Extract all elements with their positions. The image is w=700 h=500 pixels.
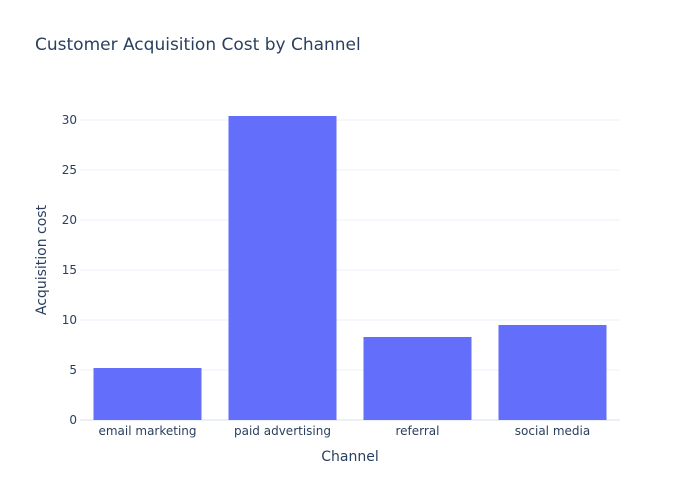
x-tick-label: referral [395, 424, 439, 438]
y-tick-label: 25 [62, 163, 77, 177]
bar-paid-advertising[interactable] [228, 116, 337, 420]
bar-referral[interactable] [363, 337, 472, 420]
y-tick-label: 5 [69, 363, 77, 377]
x-tick-label: social media [515, 424, 590, 438]
y-tick-label: 30 [62, 113, 77, 127]
x-axis-title: Channel [321, 449, 378, 465]
y-tick-label: 20 [62, 213, 77, 227]
bar-social-media[interactable] [498, 325, 607, 420]
x-tick-label: email marketing [98, 424, 196, 438]
x-tick-labels: email marketing paid advertising referral s… [98, 424, 590, 438]
y-tick-label: 10 [62, 313, 77, 327]
y-tick-labels: 0 5 10 15 20 25 30 [62, 113, 77, 427]
bars [93, 116, 607, 420]
y-tick-label: 0 [69, 413, 77, 427]
y-axis-title: Acquisition cost [34, 204, 50, 315]
x-tick-label: paid advertising [234, 424, 331, 438]
chart-title: Customer Acquisition Cost by Channel [35, 35, 361, 55]
bar-email-marketing[interactable] [93, 368, 202, 420]
y-tick-label: 15 [62, 263, 77, 277]
